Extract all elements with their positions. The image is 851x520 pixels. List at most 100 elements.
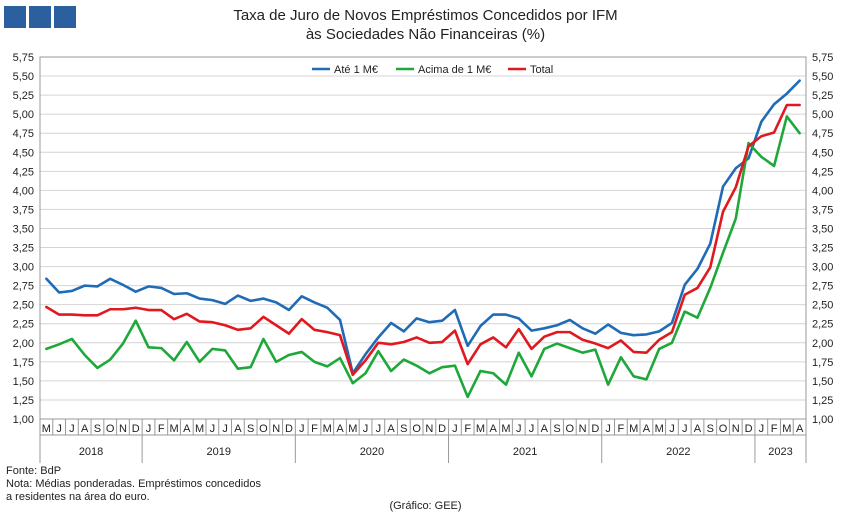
x-tick-label: A xyxy=(387,423,395,435)
y-tick-label: 3,50 xyxy=(812,223,833,235)
y-tick-label: 1,50 xyxy=(812,376,833,388)
x-tick-label: N xyxy=(732,423,740,435)
x-tick-label: J xyxy=(516,423,522,435)
y-tick-label: 1,00 xyxy=(13,414,34,426)
weighting-note: Nota: Médias ponderadas. Empréstimos con… xyxy=(6,478,261,490)
x-tick-label: J xyxy=(759,423,765,435)
x-tick-label: J xyxy=(376,423,382,435)
y-tick-label: 2,50 xyxy=(13,300,34,312)
x-tick-label: A xyxy=(81,423,89,435)
axes xyxy=(39,56,807,420)
x-tick-label: S xyxy=(247,423,254,435)
x-tick-label: J xyxy=(682,423,688,435)
x-tick-label: F xyxy=(464,423,471,435)
x-tick-label: A xyxy=(234,423,242,435)
x-tick-label: J xyxy=(669,423,675,435)
y-tick-label: 4,00 xyxy=(13,185,34,197)
y-tick-label: 5,75 xyxy=(13,52,34,64)
y-tick-label: 5,75 xyxy=(812,52,833,64)
legend-label: Acima de 1 M€ xyxy=(418,64,491,76)
x-tick-label: J xyxy=(222,423,228,435)
series-lines xyxy=(45,79,801,399)
x-tick-label: S xyxy=(553,423,560,435)
x-tick-label: M xyxy=(501,423,510,435)
x-tick-label: O xyxy=(566,423,575,435)
y-tick-label: 2,75 xyxy=(812,281,833,293)
legend: Até 1 M€ Acima de 1 M€ Total xyxy=(312,64,553,76)
x-tick-label: D xyxy=(745,423,753,435)
chart-notes: Fonte: BdP Nota: Médias ponderadas. Empr… xyxy=(6,465,261,504)
y-tick-label: 5,25 xyxy=(13,90,34,102)
x-tick-label: O xyxy=(259,423,268,435)
x-tick-label: J xyxy=(69,423,75,435)
y-tick-label: 1,75 xyxy=(13,357,34,369)
x-tick-label: N xyxy=(119,423,127,435)
y-tick-label: 5,25 xyxy=(812,90,833,102)
y-tick-label: 5,50 xyxy=(812,71,833,83)
x-tick-label: M xyxy=(348,423,357,435)
y-tick-label: 4,50 xyxy=(812,147,833,159)
y-tick-label: 2,25 xyxy=(13,319,34,331)
legend-label: Até 1 M€ xyxy=(334,64,378,76)
y-tick-label: 4,00 xyxy=(812,185,833,197)
x-tick-label: J xyxy=(210,423,216,435)
x-tick-label: D xyxy=(591,423,599,435)
y-tick-label: 3,75 xyxy=(13,204,34,216)
y-tick-label: 4,75 xyxy=(812,128,833,140)
x-tick-label: A xyxy=(796,423,804,435)
x-tick-label: A xyxy=(490,423,498,435)
x-tick-label: F xyxy=(771,423,778,435)
x-tick-label: A xyxy=(694,423,702,435)
x-tick-label: N xyxy=(579,423,587,435)
y-tick-label: 1,25 xyxy=(812,395,833,407)
x-tick-label: O xyxy=(412,423,421,435)
x-tick-label: S xyxy=(400,423,407,435)
y-tick-label: 2,25 xyxy=(812,319,833,331)
y-tick-label: 5,00 xyxy=(13,109,34,121)
year-label: 2019 xyxy=(206,446,230,458)
y-tick-label: 4,25 xyxy=(13,166,34,178)
year-label: 2022 xyxy=(666,446,690,458)
x-tick-label: J xyxy=(56,423,62,435)
chart-title: Taxa de Juro de Novos Empréstimos Conced… xyxy=(233,7,618,24)
x-tick-label: D xyxy=(132,423,140,435)
y-tick-label: 2,50 xyxy=(812,300,833,312)
x-tick-label: J xyxy=(146,423,152,435)
year-label: 2023 xyxy=(768,446,792,458)
x-tick-label: N xyxy=(425,423,433,435)
chart-subtitle: às Sociedades Não Financeiras (%) xyxy=(305,26,546,43)
year-label: 2021 xyxy=(513,446,537,458)
logo-square xyxy=(54,6,76,28)
x-tick-label: J xyxy=(605,423,611,435)
year-label: 2018 xyxy=(79,446,103,458)
weighting-note: a residentes na área do euro. xyxy=(6,491,150,503)
series-line xyxy=(45,115,801,399)
y-tick-label: 3,25 xyxy=(812,243,833,255)
y-tick-label: 4,25 xyxy=(812,166,833,178)
y-tick-label: 1,50 xyxy=(13,376,34,388)
line-chart: 1,00 1,25 1,50 1,75 2,00 2,25 2,50 2,75 3,00 3,25… xyxy=(13,52,833,463)
legend-label: Total xyxy=(530,64,553,76)
x-tick-label: S xyxy=(707,423,714,435)
series-line xyxy=(45,103,801,377)
series-line xyxy=(45,79,801,375)
x-tick-label: M xyxy=(629,423,638,435)
y-tick-label: 1,25 xyxy=(13,395,34,407)
gee-logo xyxy=(4,6,76,28)
y-axis-left: 1,00 1,25 1,50 1,75 2,00 2,25 2,50 2,75 3,00 3,25… xyxy=(13,52,34,426)
x-tick-label: A xyxy=(336,423,344,435)
y-tick-label: 3,75 xyxy=(812,204,833,216)
x-tick-label: M xyxy=(782,423,791,435)
x-tick-label: A xyxy=(183,423,191,435)
x-tick-label: M xyxy=(476,423,485,435)
chart-title-block: Taxa de Juro de Novos Empréstimos Conced… xyxy=(0,6,851,44)
y-axis-right: 1,00 1,25 1,50 1,75 2,00 2,25 2,50 2,75 3,00 3,25… xyxy=(812,52,833,426)
y-tick-label: 2,00 xyxy=(812,338,833,350)
x-tick-label: F xyxy=(618,423,625,435)
x-tick-label: F xyxy=(311,423,318,435)
x-tick-label: A xyxy=(541,423,549,435)
y-tick-label: 3,00 xyxy=(13,262,34,274)
x-tick-label: M xyxy=(42,423,51,435)
x-tick-label: M xyxy=(195,423,204,435)
